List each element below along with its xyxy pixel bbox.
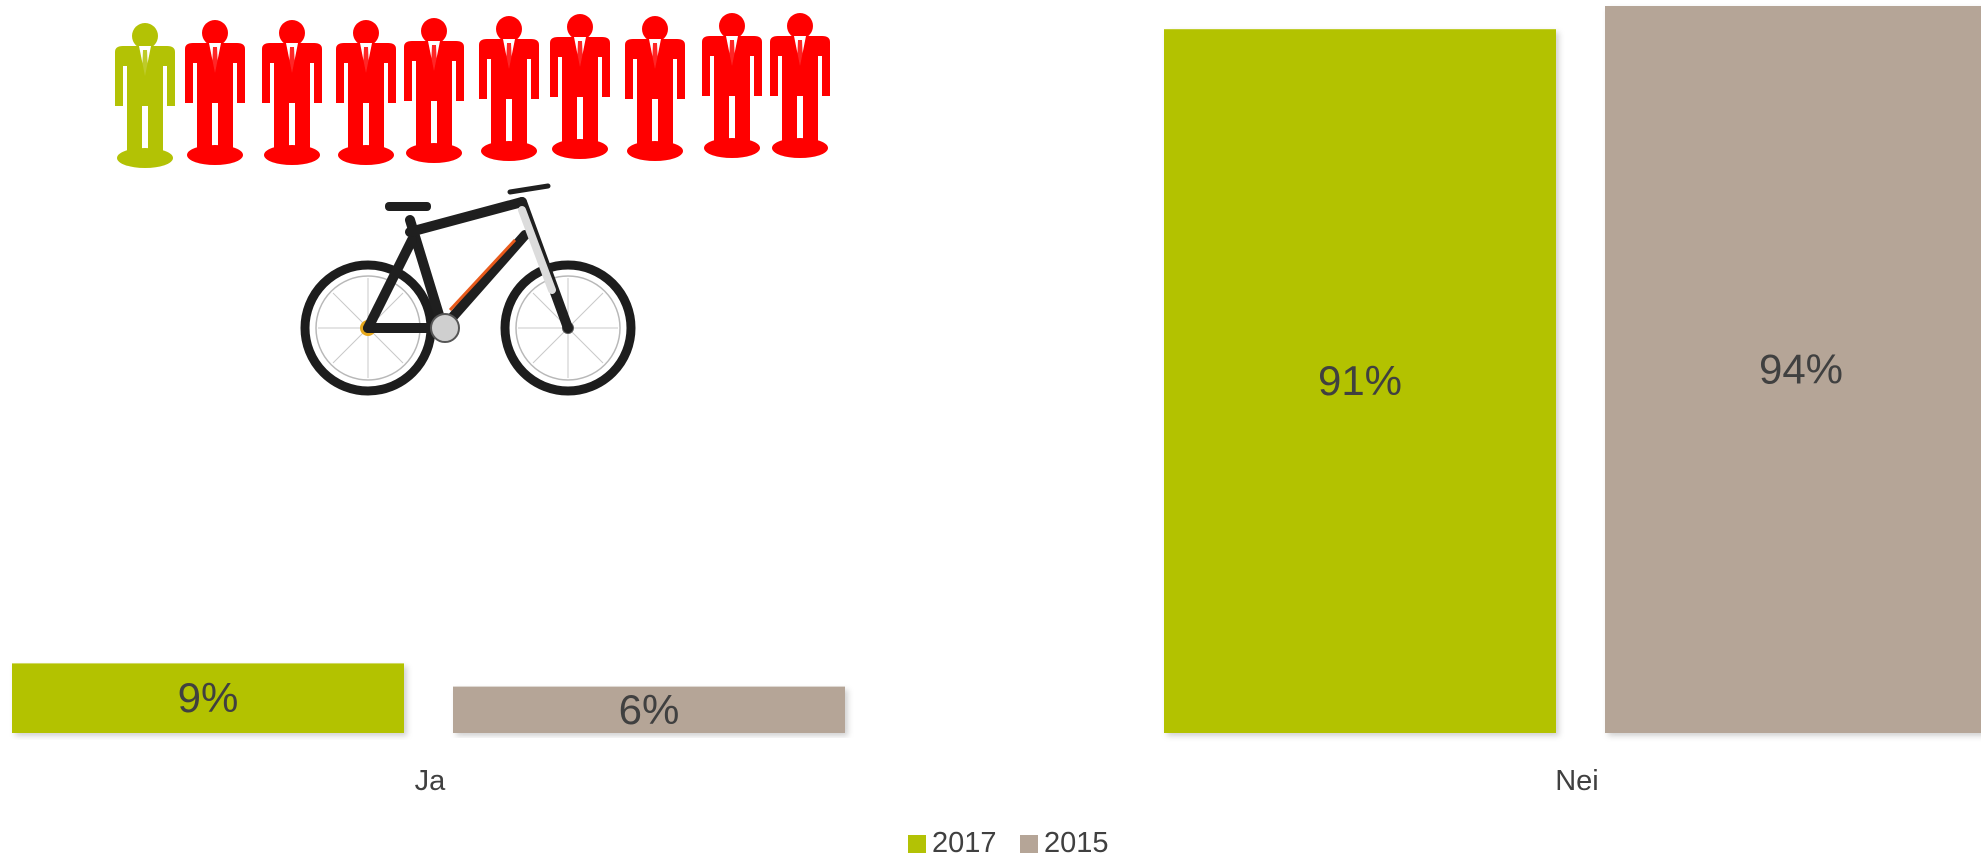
bar-ja-2015 (453, 686, 845, 733)
legend-swatch-2015 (1020, 835, 1038, 853)
data-labels-group: 9% 6% 91% 94% (178, 346, 1843, 733)
category-labels-group: Ja Nei (415, 765, 1599, 797)
person-icon (702, 13, 762, 158)
category-label-nei: Nei (1555, 765, 1599, 797)
legend-label-2015: 2015 (1044, 827, 1109, 859)
data-label-nei-2017: 91% (1318, 357, 1402, 404)
bar-ja-2017 (12, 663, 404, 733)
category-label-ja: Ja (415, 765, 447, 797)
people-pictogram (115, 13, 830, 168)
legend-swatch-2017 (908, 835, 926, 853)
person-icon (404, 18, 464, 163)
person-icon (550, 14, 610, 159)
person-icon (262, 20, 322, 165)
person-icon (625, 16, 685, 161)
electric-bike-icon (300, 183, 636, 396)
bars-group (12, 6, 1981, 733)
data-label-ja-2015: 6% (619, 686, 680, 733)
bar-nei-2015 (1605, 6, 1981, 733)
data-label-ja-2017: 9% (178, 674, 239, 721)
person-icon (479, 16, 539, 161)
person-icon (115, 23, 175, 168)
bar-nei-2017 (1164, 29, 1556, 733)
person-icon (185, 20, 245, 165)
person-icon (770, 13, 830, 158)
legend-label-2017: 2017 (932, 827, 997, 859)
person-icon (336, 20, 396, 165)
data-label-nei-2015: 94% (1759, 346, 1843, 393)
legend: 2017 2015 (908, 827, 1109, 859)
